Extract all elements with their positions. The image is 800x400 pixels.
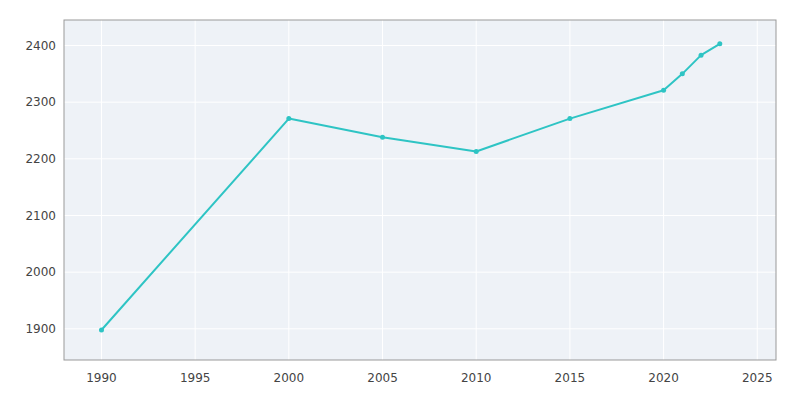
chart: 1990 1995 2000 2005 2010 2015 2020 2025 1900 2000… <box>0 0 800 400</box>
line <box>101 44 719 330</box>
y-tick-label: 2100 <box>25 209 56 223</box>
plot-background <box>64 20 776 360</box>
x-tick-label: 2000 <box>274 371 305 385</box>
y-grid-line <box>64 102 776 103</box>
plot-frame <box>64 20 776 360</box>
x-grid-line <box>195 20 196 360</box>
x-tick-label: 1990 <box>86 371 117 385</box>
y-grid-line <box>64 45 776 46</box>
x-grid-line <box>288 20 289 360</box>
x-grid-line <box>101 20 102 360</box>
x-tick-label: 2025 <box>742 371 773 385</box>
x-tick-label: 2020 <box>648 371 679 385</box>
x-grid-line <box>757 20 758 360</box>
point <box>567 116 572 121</box>
y-tick-label: 2400 <box>25 39 56 53</box>
series <box>99 41 722 332</box>
point <box>661 88 666 93</box>
x-tick-label: 2010 <box>461 371 492 385</box>
x-grid-line <box>663 20 664 360</box>
x-grid-line <box>476 20 477 360</box>
x-tick-label: 2005 <box>367 371 398 385</box>
point <box>474 149 479 154</box>
point <box>699 53 704 58</box>
point <box>717 41 722 46</box>
y-grid-line <box>64 328 776 329</box>
y-tick-label: 2300 <box>25 95 56 109</box>
y-grid-line <box>64 272 776 273</box>
grid <box>64 20 776 360</box>
y-tick-label: 2000 <box>25 265 56 279</box>
y-tick-label: 1900 <box>25 322 56 336</box>
y-grid-line <box>64 215 776 216</box>
point <box>99 327 104 332</box>
x-tick-label: 2015 <box>555 371 586 385</box>
point <box>680 71 685 76</box>
x-tick-label: 1995 <box>180 371 211 385</box>
y-tick-label: 2200 <box>25 152 56 166</box>
point <box>380 135 385 140</box>
x-grid-line <box>382 20 383 360</box>
y-grid-line <box>64 158 776 159</box>
x-grid-line <box>569 20 570 360</box>
point <box>286 116 291 121</box>
